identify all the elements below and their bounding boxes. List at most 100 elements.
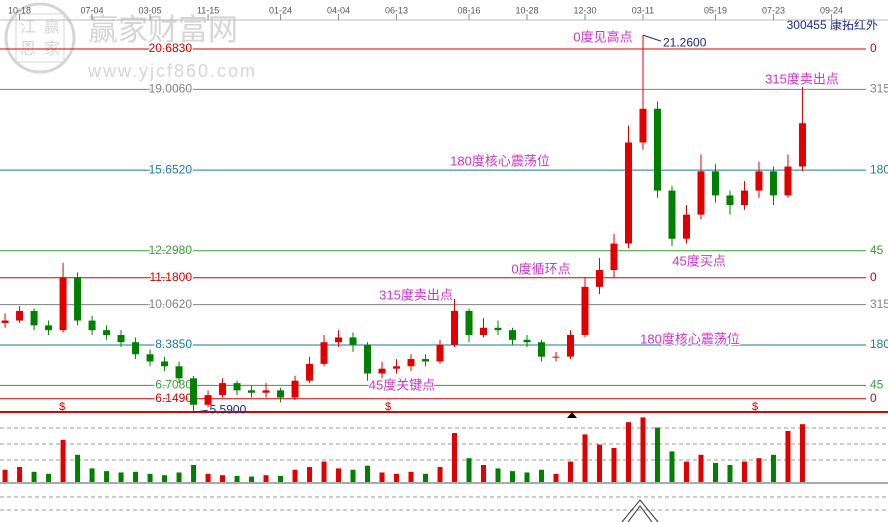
candle-body <box>117 334 125 343</box>
volume-bar <box>2 469 8 482</box>
candle-body <box>480 327 488 335</box>
volume-bar <box>234 475 240 482</box>
candle-body <box>364 344 372 374</box>
level-angle: 180 <box>870 337 888 351</box>
volume-bar <box>683 461 689 482</box>
max-pointer <box>642 34 662 42</box>
volume-bar <box>611 448 617 482</box>
candle-body <box>422 359 430 362</box>
volume-bar <box>596 444 602 482</box>
candle-body <box>306 363 314 381</box>
dollar-marker: $ <box>59 401 65 413</box>
volume-bar <box>104 471 110 482</box>
candle-body <box>566 334 574 357</box>
candle-body <box>784 166 792 196</box>
candle-body <box>523 339 531 343</box>
volume-bar <box>770 454 776 482</box>
watermark-site: 赢家财富网 <box>88 14 238 47</box>
level-label: 11.1800 <box>150 270 193 284</box>
volume-bar <box>741 461 747 482</box>
volume-bar <box>263 475 269 482</box>
annotation: 0度见高点 <box>573 29 632 44</box>
annotation: 45度关键点 <box>369 377 435 392</box>
x-tick-label: 03-11 <box>632 5 654 15</box>
volume-bar <box>712 462 718 482</box>
level-label: 10.0620 <box>149 297 193 311</box>
volume-bar <box>437 467 443 482</box>
candle-body <box>624 142 632 244</box>
candle-body <box>88 320 96 331</box>
min-pointer <box>193 409 208 413</box>
marker-triangle <box>567 412 577 418</box>
volume-bar <box>292 469 298 482</box>
candle-body <box>146 354 154 362</box>
x-tick-label: 04-04 <box>327 5 350 15</box>
volume-bar <box>249 476 255 482</box>
volume-bar <box>640 417 646 482</box>
candle-body <box>204 395 212 405</box>
volume-bar <box>307 467 313 482</box>
candle-body <box>436 344 444 362</box>
candle-body <box>755 171 763 191</box>
volume-bar <box>481 465 487 482</box>
candle-body <box>16 310 24 321</box>
candle-body <box>769 171 777 196</box>
volume-bar <box>394 473 400 482</box>
candle-body <box>291 380 299 398</box>
volume-bar <box>452 433 458 482</box>
volume-bar <box>118 472 124 482</box>
level-label: 6.7080 <box>155 378 192 392</box>
level-angle: 45 <box>870 378 884 392</box>
candle-body <box>103 330 111 335</box>
level-label: 19.0060 <box>149 82 193 96</box>
x-tick-label: 08-16 <box>457 5 480 15</box>
x-tick-label: 09-24 <box>820 5 843 15</box>
volume-bar <box>510 471 516 482</box>
candle-body <box>407 359 415 367</box>
volume-bar <box>625 422 631 482</box>
candle-body <box>59 277 67 331</box>
volume-bar <box>524 472 530 482</box>
volume-bar <box>538 469 544 482</box>
x-tick-label: 12-30 <box>573 5 596 15</box>
candle-body <box>494 327 502 331</box>
candle-body <box>74 277 82 321</box>
x-tick-label: 10-18 <box>8 5 31 15</box>
annotation: 45度买点 <box>672 253 725 268</box>
volume-bar <box>46 473 52 482</box>
candle-body <box>219 383 227 396</box>
level-angle: 0 <box>870 391 877 405</box>
seal-box <box>15 13 65 63</box>
dollar-marker: $ <box>385 401 391 413</box>
volume-bar <box>698 454 704 482</box>
volume-bar <box>727 465 733 482</box>
candle-body <box>320 342 328 364</box>
candle-body <box>711 171 719 196</box>
candle-body <box>233 383 241 391</box>
volume-bar <box>365 465 371 482</box>
x-tick-label: 01-24 <box>269 5 292 15</box>
annotation: 180度核心震荡位 <box>640 331 740 346</box>
watermark-url: www.yjcf860.com <box>87 61 257 81</box>
candle-body <box>668 190 676 239</box>
level-label: 6.1490 <box>155 391 192 405</box>
volume-bar <box>654 427 660 482</box>
x-tick-label: 05-19 <box>704 5 727 15</box>
volume-bar <box>220 475 226 482</box>
x-tick-label: 03-05 <box>139 5 162 15</box>
annotation: 315度卖出点 <box>765 71 839 86</box>
volume-bar <box>466 458 472 482</box>
volume-bar <box>162 475 168 482</box>
volume-bar <box>799 424 805 482</box>
candle-body <box>697 171 705 215</box>
annotation: 180度核心震荡位 <box>450 153 550 168</box>
volume-bar <box>89 468 95 482</box>
candle-body <box>349 337 357 345</box>
candle-body <box>682 214 690 239</box>
volume-bar <box>147 473 153 482</box>
x-tick-label: 07-04 <box>81 5 104 15</box>
candle-body <box>552 356 560 358</box>
volume-bar <box>785 431 791 482</box>
volume-bar <box>31 471 37 482</box>
